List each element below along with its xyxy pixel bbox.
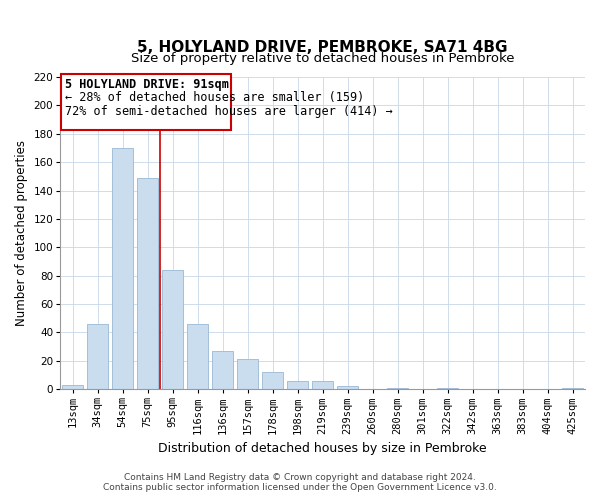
Text: ← 28% of detached houses are smaller (159): ← 28% of detached houses are smaller (15… [65, 91, 364, 104]
Bar [287, 380, 308, 389]
Text: 72% of semi-detached houses are larger (414) →: 72% of semi-detached houses are larger (… [65, 106, 393, 118]
X-axis label: Distribution of detached houses by size in Pembroke: Distribution of detached houses by size … [158, 442, 487, 455]
Bar [137, 178, 158, 389]
Bar [187, 324, 208, 389]
Text: Contains HM Land Registry data © Crown copyright and database right 2024.
Contai: Contains HM Land Registry data © Crown c… [103, 473, 497, 492]
FancyBboxPatch shape [61, 74, 232, 130]
Bar [387, 388, 408, 389]
Bar [212, 351, 233, 389]
Bar [112, 148, 133, 389]
Text: Size of property relative to detached houses in Pembroke: Size of property relative to detached ho… [131, 52, 514, 64]
Bar [262, 372, 283, 389]
Bar [562, 388, 583, 389]
Bar [237, 360, 258, 389]
Title: 5, HOLYLAND DRIVE, PEMBROKE, SA71 4BG: 5, HOLYLAND DRIVE, PEMBROKE, SA71 4BG [137, 40, 508, 55]
Bar [337, 386, 358, 389]
Bar [87, 324, 109, 389]
Bar [62, 385, 83, 389]
Text: 5 HOLYLAND DRIVE: 91sqm: 5 HOLYLAND DRIVE: 91sqm [65, 78, 229, 92]
Y-axis label: Number of detached properties: Number of detached properties [15, 140, 28, 326]
Bar [437, 388, 458, 389]
Bar [312, 380, 333, 389]
Bar [162, 270, 184, 389]
